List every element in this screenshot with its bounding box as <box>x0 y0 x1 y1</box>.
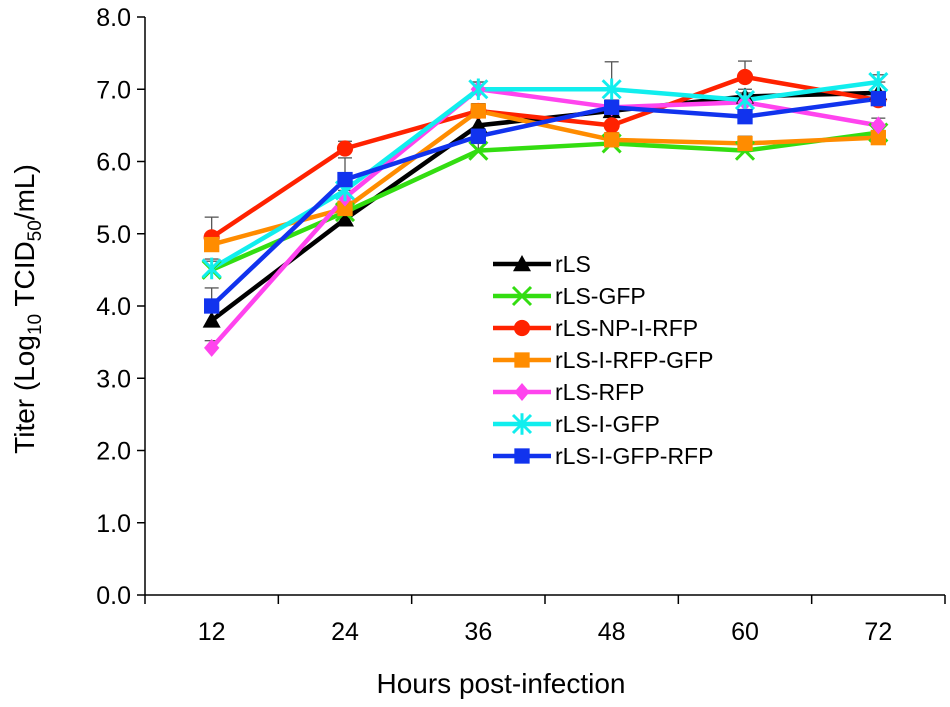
data-point-rLS-GFP <box>468 140 489 161</box>
y-tick-label: 2.0 <box>96 438 131 466</box>
data-point-rLS-RFP <box>870 116 886 135</box>
data-point-rLS-I-GFP <box>468 78 489 101</box>
y-title-log-subscript: 10 <box>25 314 46 335</box>
x-tick-label: 60 <box>731 618 759 646</box>
legend-marker <box>514 448 530 464</box>
legend-label: rLS-I-RFP-GFP <box>555 347 713 373</box>
legend-item: rLS-I-RFP-GFP <box>493 347 713 373</box>
y-tick-label: 0.0 <box>96 582 131 610</box>
legend-item: rLS <box>493 251 591 277</box>
data-point-rLS-I-RFP-GFP <box>604 132 620 148</box>
x-tick-label: 72 <box>864 618 892 646</box>
legend-label: rLS-I-GFP <box>555 411 660 437</box>
series-lines <box>209 74 879 350</box>
x-tick-label: 24 <box>331 618 359 646</box>
legend-label: rLS-GFP <box>555 283 646 309</box>
data-point-rLS <box>336 210 354 227</box>
data-point-rLS-RFP <box>204 338 220 357</box>
legend-item: rLS-NP-I-RFP <box>493 315 698 341</box>
x-tick-label: 48 <box>598 618 626 646</box>
legend-item: rLS-RFP <box>493 379 644 405</box>
data-point-rLS-I-GFP <box>601 78 622 101</box>
data-point-rLS-I-GFP-RFP <box>470 128 486 144</box>
legend-item: rLS-I-GFP-RFP <box>493 443 713 469</box>
data-point-rLS-I-GFP <box>868 71 889 93</box>
y-axis-title: Titer (Log10 TCID50/mL) <box>9 164 46 454</box>
legend-label: rLS-I-GFP-RFP <box>555 443 713 469</box>
legend-marker <box>511 285 533 307</box>
y-tick-label: 3.0 <box>96 365 131 393</box>
series-line-rLS-NP-I-RFP <box>210 74 879 240</box>
y-tick-label: 6.0 <box>96 149 131 177</box>
data-point-rLS-I-RFP-GFP <box>870 130 886 146</box>
series-line-rLS-RFP <box>209 87 879 350</box>
series-line-rLS-GFP <box>210 130 879 272</box>
data-point-rLS <box>202 311 221 328</box>
y-title-prefix: Titer (Log <box>9 335 40 454</box>
y-axis-title-group: Titer (Log10 TCID50/mL) <box>9 164 46 454</box>
legend-marker <box>514 383 530 401</box>
legend-label: rLS <box>555 251 591 277</box>
series-line-rLS-I-RFP-GFP <box>211 108 879 247</box>
legend-marker <box>513 319 531 337</box>
legend-label: rLS-NP-I-RFP <box>555 315 698 341</box>
data-point-rLS-I-RFP-GFP <box>204 236 220 253</box>
legend-marker <box>511 413 533 435</box>
y-tick-label: 5.0 <box>96 221 131 249</box>
data-point-rLS-I-GFP-RFP <box>604 99 620 115</box>
x-ticks: 12 24 36 48 60 72 <box>144 595 946 646</box>
x-tick-label: 12 <box>198 618 226 646</box>
series-markers <box>201 68 889 357</box>
legend-marker <box>514 352 530 368</box>
y-ticks: 0.0 1.0 2.0 3.0 4.0 5.0 6.0 7.0 8.0 <box>96 4 145 610</box>
y-tick-label: 8.0 <box>96 4 131 32</box>
y-tick-label: 1.0 <box>96 510 131 538</box>
data-point-rLS <box>469 116 488 133</box>
legend-label: rLS-RFP <box>555 379 644 405</box>
y-tick-label: 7.0 <box>96 76 131 104</box>
legend-marker <box>513 255 531 272</box>
data-point-rLS-I-RFP-GFP <box>337 200 353 217</box>
data-point-rLS-NP-I-RFP <box>336 140 354 157</box>
legend: rLS rLS-GFP rLS-NP-I-RFP rLS-I-RFP-GFP rLS-R… <box>493 251 713 469</box>
data-point-rLS-I-GFP-RFP <box>337 171 353 188</box>
y-title-suffix: /mL) <box>9 164 40 220</box>
x-tick-label: 36 <box>464 618 492 646</box>
legend-item: rLS-I-GFP <box>493 411 660 437</box>
data-point-rLS-I-RFP-GFP <box>737 135 753 152</box>
data-point-rLS-I-GFP <box>201 257 222 280</box>
y-title-tcid-subscript: 50 <box>25 220 46 241</box>
data-point-rLS-NP-I-RFP <box>603 117 620 134</box>
x-axis-title: Hours post-infection <box>376 668 625 699</box>
legend-item: rLS-GFP <box>493 283 646 309</box>
error-bars <box>204 60 886 348</box>
data-point-rLS-I-RFP-GFP <box>470 103 486 119</box>
series-line-rLS-I-GFP-RFP <box>210 96 879 308</box>
data-point-rLS-NP-I-RFP <box>736 68 754 86</box>
data-point-rLS-I-GFP-RFP <box>870 90 886 107</box>
data-point-rLS-I-GFP <box>734 89 756 111</box>
y-title-middle: TCID <box>9 241 40 314</box>
data-point-rLS-I-GFP-RFP <box>737 109 753 125</box>
data-point-rLS-I-GFP-RFP <box>204 298 220 314</box>
y-tick-label: 4.0 <box>96 293 131 321</box>
